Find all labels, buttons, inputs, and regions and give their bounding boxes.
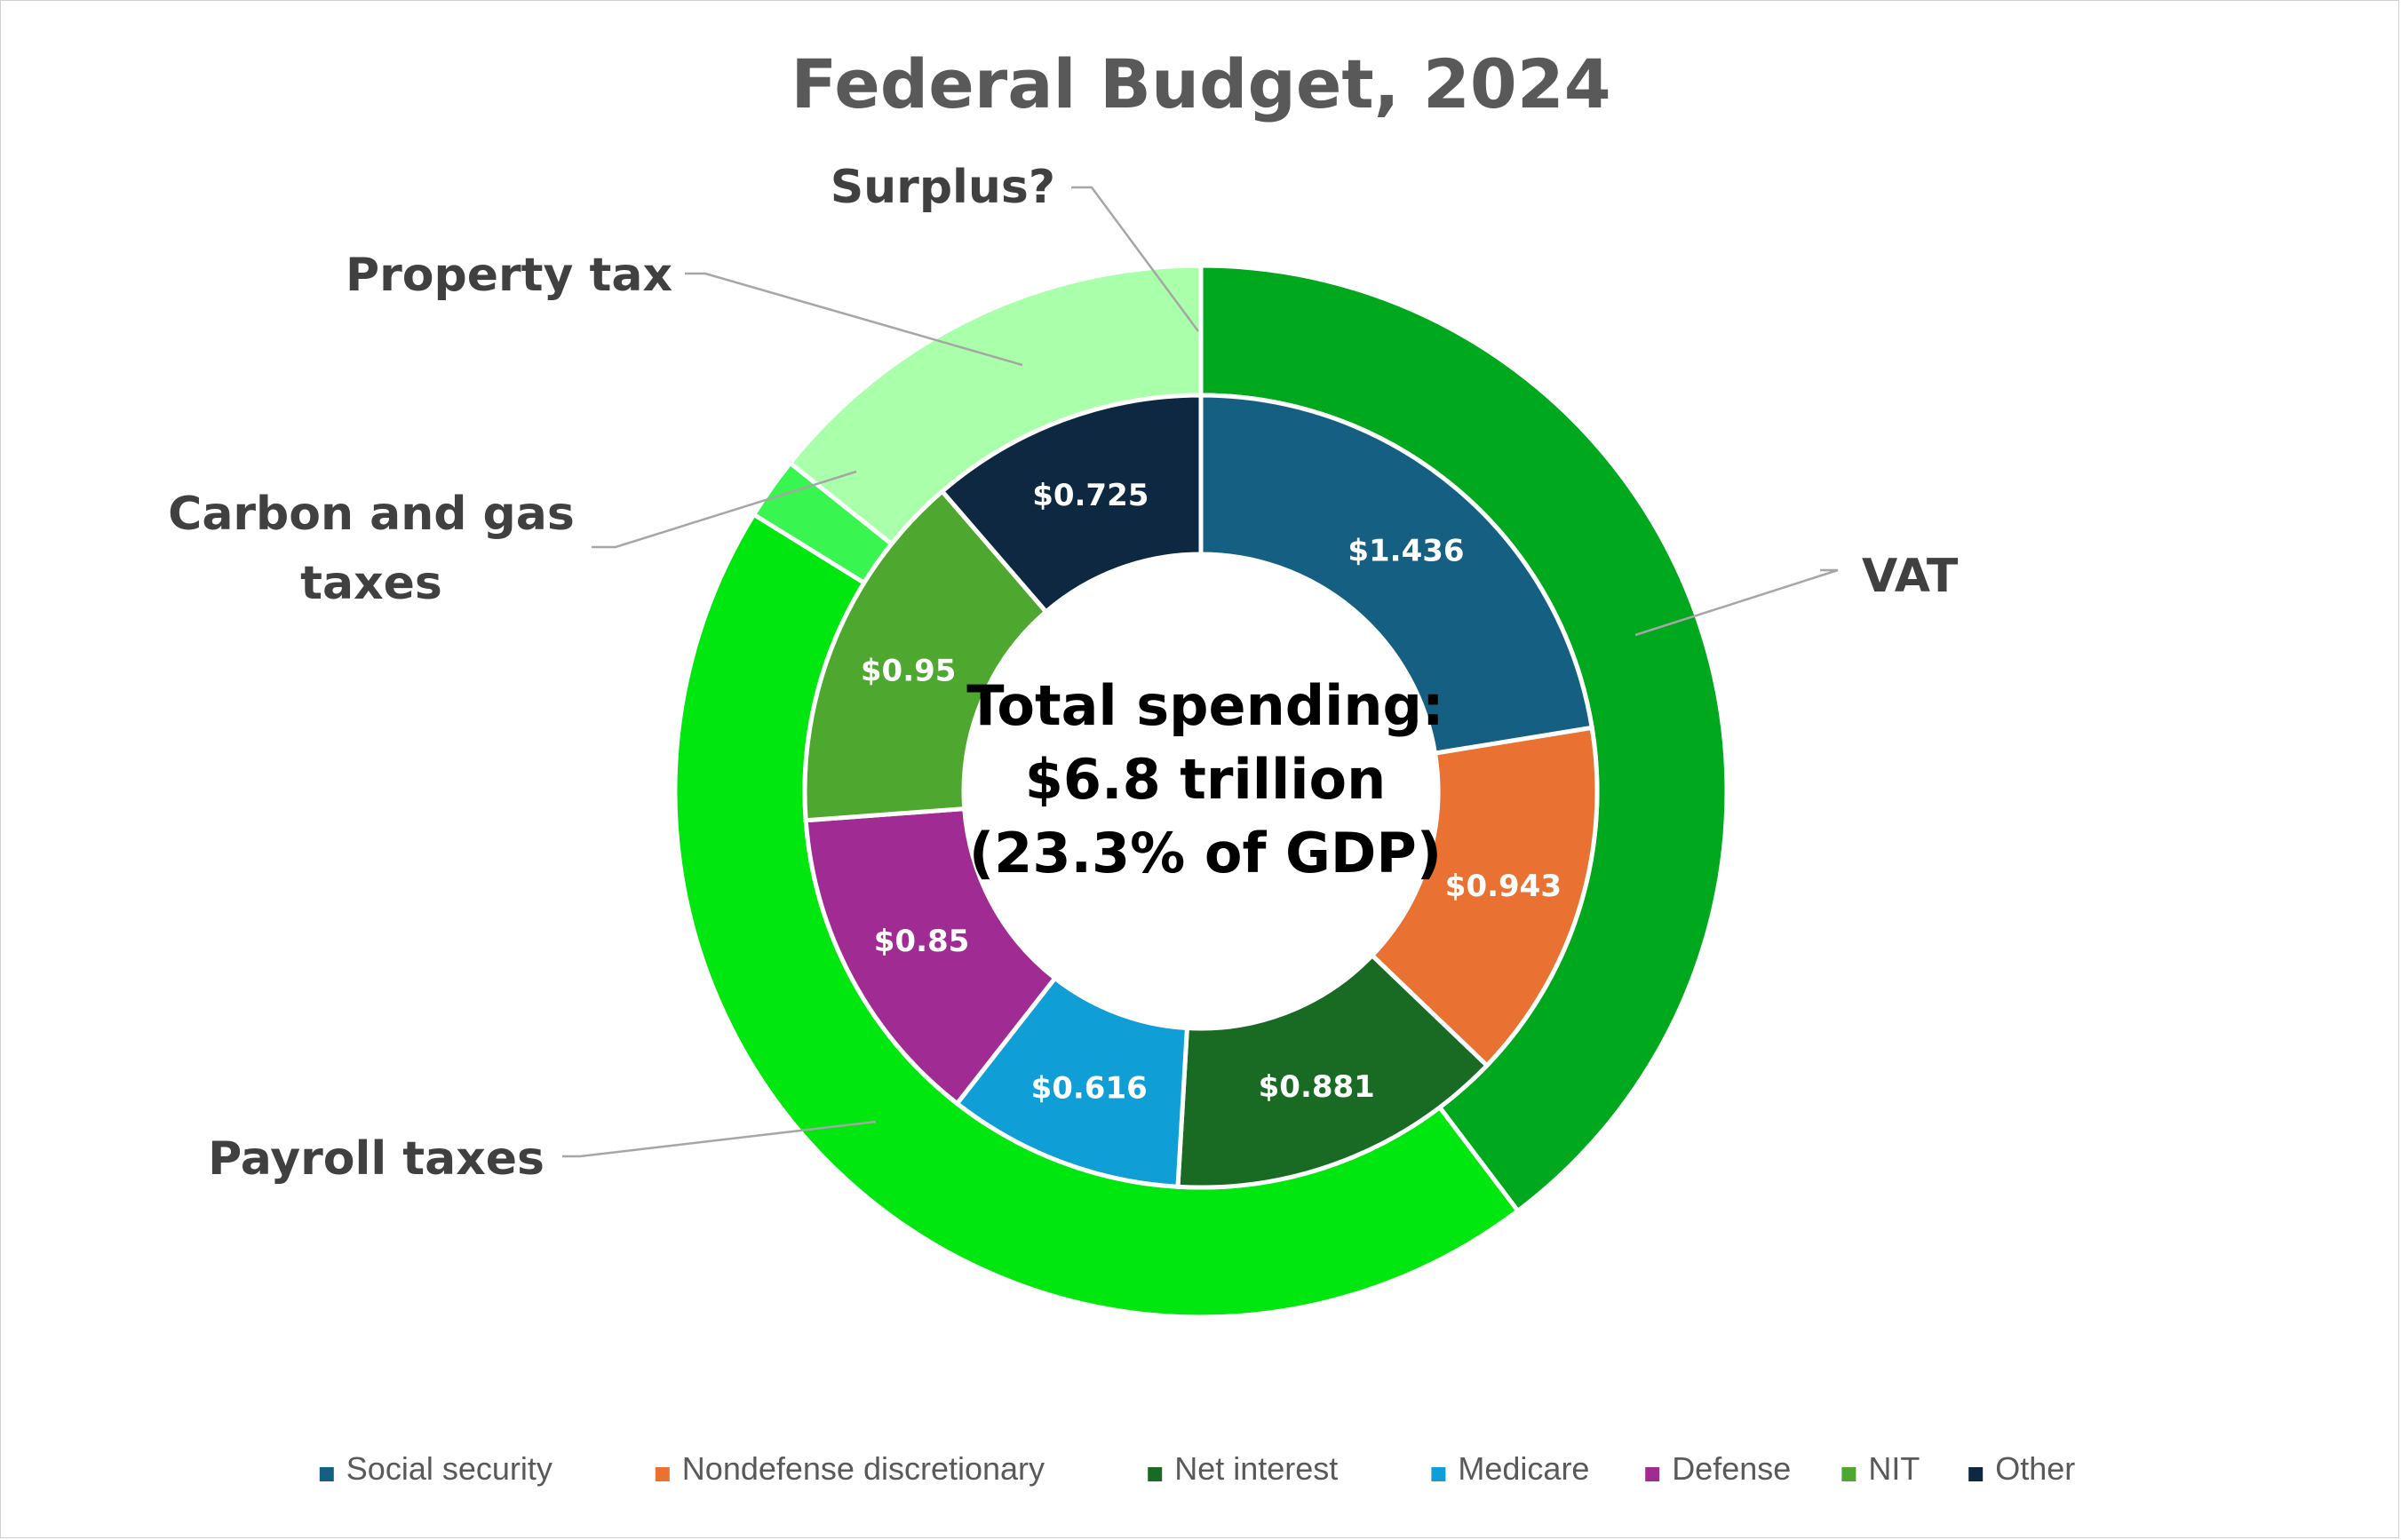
leader-line-surplus <box>1071 186 1200 332</box>
chart-title: Federal Budget, 2024 <box>791 44 1610 123</box>
legend-label-net-interest: Net interest <box>1174 1450 1338 1487</box>
inner-slice-defense <box>803 806 1059 1107</box>
inner-slice-net-interest <box>1175 952 1491 1190</box>
legend-label-nit: NIT <box>1868 1450 1920 1487</box>
leader-lines <box>562 186 1839 1158</box>
center-caption: Total spending: $6.8 trillion (23.3% of … <box>966 673 1443 885</box>
inner-slice-nit <box>802 488 1050 823</box>
outer-label-surplus: Surplus? <box>831 161 1055 214</box>
inner-slice-nondefense-discretionary <box>1369 725 1600 1069</box>
value-label-net-interest: $0.881 <box>1259 1069 1375 1105</box>
outer-label-payroll-taxes: Payroll taxes <box>208 1132 545 1186</box>
legend-label-other: Other <box>1995 1450 2075 1487</box>
legend-swatch-other <box>1968 1467 1984 1481</box>
value-label-nondefense-discretionary: $0.943 <box>1445 869 1562 904</box>
inner-ring <box>802 393 1600 1190</box>
legend-label-defense: Defense <box>1672 1450 1791 1487</box>
legend-label-medicare: Medicare <box>1458 1450 1589 1487</box>
outer-label-carbon-and-gas-taxes-line-2: taxes <box>300 557 442 610</box>
leader-line-carbon-and-gas-taxes <box>592 470 857 549</box>
value-label-other: $0.725 <box>1032 478 1149 513</box>
value-label-medicare: $0.616 <box>1031 1071 1148 1107</box>
center-line-1: Total spending: <box>966 673 1443 738</box>
outer-label-carbon-and-gas-taxes-line-1: Carbon and gas <box>168 488 575 541</box>
legend-swatch-net-interest <box>1148 1467 1163 1481</box>
legend-item-nondefense-discretionary: Nondefense discretionary <box>655 1450 1045 1487</box>
inner-slice-social-security <box>1198 393 1595 757</box>
legend-swatch-defense <box>1645 1467 1660 1481</box>
legend-item-social-security: Social security <box>319 1450 553 1487</box>
leader-line-property-tax <box>685 272 1023 367</box>
value-label-social-security: $1.436 <box>1348 533 1464 568</box>
legend-item-other: Other <box>1968 1450 2075 1487</box>
legend-item-nit: NIT <box>1841 1450 1920 1487</box>
outer-ring <box>672 263 1729 1320</box>
leader-line-payroll-taxes <box>562 1120 877 1158</box>
legend-label-nondefense-discretionary: Nondefense discretionary <box>682 1450 1045 1487</box>
leader-line-vat <box>1634 568 1839 637</box>
outer-labels: VAT Payroll taxes Carbon and gas taxes Prope… <box>168 161 1959 1186</box>
legend-item-medicare: Medicare <box>1431 1450 1589 1487</box>
inner-slice-other <box>939 393 1204 615</box>
outer-label-property-tax: Property tax <box>346 249 672 302</box>
legend-swatch-nit <box>1841 1467 1856 1481</box>
center-line-2: $6.8 trillion <box>1025 747 1387 812</box>
legend: Social security Nondefense discretionary N… <box>319 1450 2075 1487</box>
outer-label-vat: VAT <box>1862 550 1959 603</box>
legend-swatch-social-security <box>319 1467 334 1481</box>
legend-item-net-interest: Net interest <box>1148 1450 1338 1487</box>
legend-swatch-medicare <box>1431 1467 1446 1481</box>
legend-item-defense: Defense <box>1645 1450 1791 1487</box>
legend-swatch-nondefense-discretionary <box>655 1467 670 1481</box>
center-line-3: (23.3% of GDP) <box>969 821 1442 885</box>
value-label-defense: $0.85 <box>874 924 970 959</box>
inner-value-labels: $1.436 $0.943 $0.881 $0.616 $0.85 $0.95 $0.725 <box>861 478 1562 1107</box>
value-label-nit: $0.95 <box>861 654 957 689</box>
legend-label-social-security: Social security <box>346 1450 553 1487</box>
